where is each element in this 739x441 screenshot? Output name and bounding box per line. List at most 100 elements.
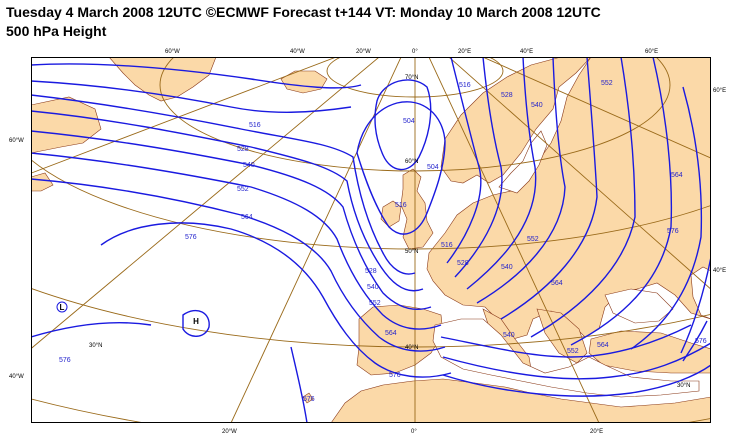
latitude-label: 40°N xyxy=(405,345,418,351)
longitude-label: 20°W xyxy=(356,49,371,55)
top-longitude-labels: 60°W 40°W 20°W 0° 20°E 40°E 60°E xyxy=(165,49,658,55)
contour-label: 564 xyxy=(597,342,609,349)
africa-landmass xyxy=(330,378,711,423)
longitude-label: 60°W xyxy=(9,138,24,144)
contour-labels: 516 528 540 552 564 576 576 576 504 516 … xyxy=(59,80,707,403)
contour-label: 564 xyxy=(671,172,683,179)
contour-line xyxy=(442,342,711,380)
contour-label: 516 xyxy=(459,82,471,89)
contour-label: 504 xyxy=(427,164,439,171)
contour-label: 504 xyxy=(403,118,415,125)
latitude-label: 50°N xyxy=(405,249,418,255)
contour-line xyxy=(31,130,432,311)
contour-label: 576 xyxy=(389,372,401,379)
contour-line xyxy=(442,364,711,397)
contour-label: 552 xyxy=(527,236,539,243)
contour-line xyxy=(31,152,442,330)
greenland-landmass xyxy=(108,57,217,102)
field-subtitle: 500 hPa Height xyxy=(6,23,107,39)
contour-label: 552 xyxy=(237,186,249,193)
contour-line xyxy=(31,178,446,352)
contour-label: 564 xyxy=(385,330,397,337)
contour-label: 576 xyxy=(695,338,707,345)
contour-line xyxy=(31,321,152,338)
contour-label: 540 xyxy=(243,162,255,169)
inland-seas xyxy=(432,130,711,398)
contour-line xyxy=(630,86,703,350)
mediterranean-sea xyxy=(432,318,700,398)
contour-label: 516 xyxy=(441,242,453,249)
map-frame xyxy=(31,57,711,423)
contour-line xyxy=(356,101,446,235)
meridian-40w xyxy=(31,57,380,350)
contour-line xyxy=(31,110,424,292)
contour-line xyxy=(682,320,708,362)
longitude-label: 40°W xyxy=(9,374,24,380)
contour-line xyxy=(476,57,566,304)
longitude-label: 20°E xyxy=(458,49,471,55)
contour-label: 528 xyxy=(365,268,377,275)
longitude-label: 40°W xyxy=(290,49,305,55)
contour-label: 528 xyxy=(501,92,513,99)
longitude-label: 20°W xyxy=(222,429,237,435)
graticule xyxy=(31,57,711,423)
bottom-longitude-labels: 20°W 0° 20°E xyxy=(222,429,603,435)
high-pressure-marker: H xyxy=(193,317,199,326)
longitude-label: 40°E xyxy=(520,49,533,55)
contour-label: 516 xyxy=(395,202,407,209)
contour-line xyxy=(31,94,416,275)
contour-label: 552 xyxy=(369,300,381,307)
longitude-label: 20°E xyxy=(590,429,603,435)
contour-line xyxy=(454,57,503,278)
latitude-label: 70°N xyxy=(405,75,418,81)
contour-line xyxy=(182,309,210,337)
contour-line xyxy=(466,57,537,290)
meridian-60e xyxy=(481,57,711,159)
contour-label: 576 xyxy=(303,396,315,403)
meridian-20w xyxy=(230,57,402,423)
low-pressure-marker: L xyxy=(60,303,65,312)
latitude-label: 30°N xyxy=(677,383,690,389)
right-labels: 60°E 40°E xyxy=(713,88,726,274)
contour-label: 564 xyxy=(551,280,563,287)
canary-islands-landmass xyxy=(302,392,314,404)
contour-label: 516 xyxy=(249,122,261,129)
asia-minor-landmass xyxy=(588,330,711,374)
contour-label: 552 xyxy=(601,80,613,87)
contour-label: 576 xyxy=(59,357,71,364)
longitude-label: 60°W xyxy=(165,49,180,55)
contour-line xyxy=(374,79,432,171)
newfoundland-landmass xyxy=(31,172,54,192)
contour-label: 528 xyxy=(457,260,469,267)
longitude-label: 0° xyxy=(412,49,418,55)
britain-landmass xyxy=(400,168,434,250)
longitude-label: 40°E xyxy=(713,268,726,274)
labrador-landmass xyxy=(31,96,102,154)
longitude-label: 60°E xyxy=(713,88,726,94)
low-marker-ring xyxy=(56,301,68,313)
forecast-title: Tuesday 4 March 2008 12UTC ©ECMWF Foreca… xyxy=(6,4,601,20)
contour-label: 540 xyxy=(367,284,379,291)
contour-label: 564 xyxy=(241,214,253,221)
latitude-labels: 70°N 60°N 50°N 40°N 30°N 30°N xyxy=(89,75,690,389)
contour-line xyxy=(570,57,673,346)
contour-label: 528 xyxy=(237,146,249,153)
contour-line xyxy=(680,256,711,354)
forecast-map: 516 528 540 552 564 576 576 576 504 516 … xyxy=(31,57,711,423)
contour-line xyxy=(500,57,598,320)
longitude-label: 60°E xyxy=(645,49,658,55)
longitude-label: 0° xyxy=(411,429,417,435)
meridian-40e xyxy=(448,57,711,290)
contour-label: 552 xyxy=(567,348,579,355)
left-labels: 60°W 40°W xyxy=(9,138,24,380)
latitude-label: 60°N xyxy=(405,159,418,165)
contour-line xyxy=(100,222,452,378)
latitude-label: 30°N xyxy=(89,343,102,349)
contour-label: 576 xyxy=(185,234,197,241)
contour-line xyxy=(440,324,692,358)
contour-line xyxy=(290,346,308,423)
contour-line xyxy=(446,57,482,264)
contour-line xyxy=(530,57,636,338)
contour-label: 540 xyxy=(501,264,513,271)
